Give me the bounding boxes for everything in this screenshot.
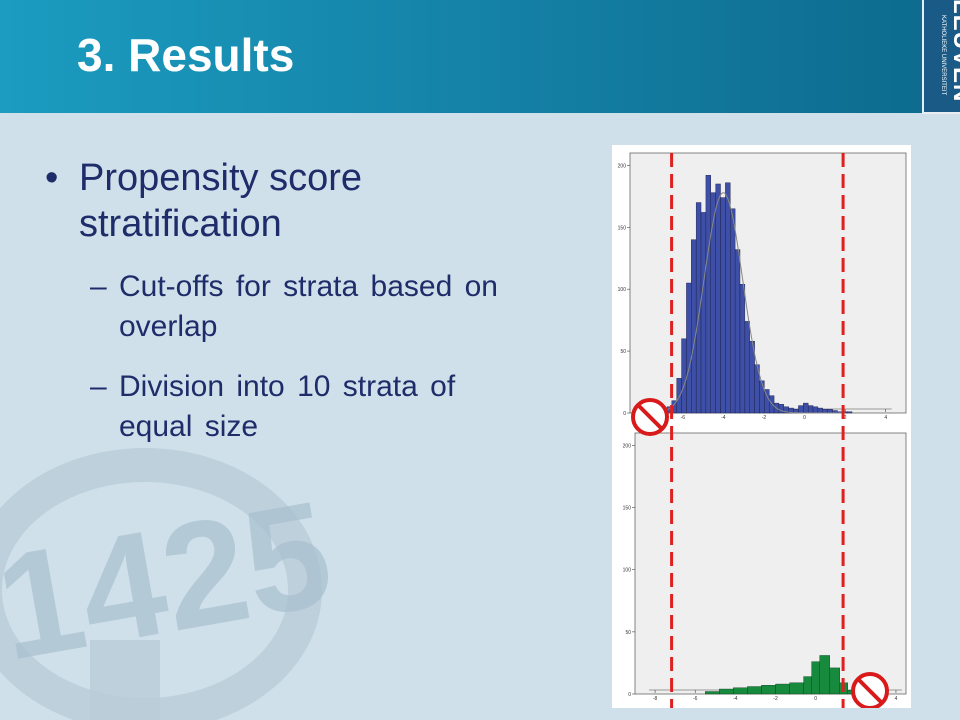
y-tick-label: 50 <box>625 630 631 636</box>
sub-bullet-dash: – <box>90 370 107 403</box>
y-tick-label: 100 <box>618 287 627 293</box>
y-tick-label: 200 <box>618 163 627 169</box>
histogram-bar <box>812 406 819 414</box>
x-tick-label: -2 <box>762 415 767 421</box>
histogram-bar <box>747 686 762 695</box>
y-tick-label: 200 <box>623 443 632 449</box>
x-tick-label: 0 <box>814 696 817 702</box>
histogram-bar <box>769 395 775 414</box>
x-tick-label: -8 <box>653 696 658 702</box>
sub-bullet-cutoffs: – Cut-offs for strata based on overlap <box>45 267 535 347</box>
histogram-bar <box>686 282 692 414</box>
histogram-bar <box>730 208 736 414</box>
x-tick-label: -2 <box>773 696 778 702</box>
slide-header: 3. Results LEUVEN KATHOLIEKE UNIVERSITEI… <box>0 0 960 114</box>
x-tick-label: -6 <box>681 415 686 421</box>
plot-area-2 <box>634 432 907 695</box>
histogram-svg: 050100150200-8-6-4-2024050100150200-8-6-… <box>618 152 907 710</box>
university-logo: LEUVEN KATHOLIEKE UNIVERSITEIT <box>922 0 960 114</box>
x-tick-label: 0 <box>803 415 806 421</box>
histogram-bar <box>807 405 814 414</box>
logo-university-text: KATHOLIEKE UNIVERSITEIT <box>940 15 946 96</box>
bullet-dot: • <box>45 157 59 199</box>
histogram-bar <box>691 239 697 414</box>
sub-bullet-strata: – Division into 10 strata of equal size <box>45 367 535 447</box>
histogram-bar <box>819 655 830 695</box>
histogram-bar <box>775 683 790 695</box>
logo-leuven-text: LEUVEN <box>948 0 960 103</box>
histogram-bar <box>739 284 746 414</box>
histogram-bar <box>846 411 853 414</box>
histogram-bar <box>676 378 682 414</box>
histogram-bar <box>829 667 840 695</box>
x-tick-label: -4 <box>721 415 726 421</box>
histogram-bar <box>733 687 748 695</box>
slide-content: • Propensity score stratification – Cut-… <box>45 155 535 447</box>
x-tick-label: 2 <box>844 415 847 421</box>
slide-title: 3. Results <box>77 29 295 81</box>
histogram-bar <box>761 685 776 695</box>
histogram-bar <box>764 389 770 414</box>
histogram-bar <box>725 182 731 414</box>
x-tick-label: -4 <box>733 696 738 702</box>
histogram-bar <box>700 212 707 414</box>
histogram-bar <box>720 197 726 414</box>
histogram-bar <box>710 192 716 414</box>
y-tick-label: 0 <box>623 411 626 417</box>
histogram-bar <box>681 338 687 414</box>
histogram-bar <box>759 380 765 414</box>
y-tick-label: 50 <box>620 349 626 355</box>
x-tick-label: 4 <box>895 696 898 702</box>
bullet-text: Propensity score stratification <box>79 157 363 245</box>
histogram-bar <box>803 676 812 695</box>
y-tick-label: 150 <box>618 225 627 231</box>
y-tick-label: 0 <box>628 692 631 698</box>
histogram-bar <box>719 688 734 695</box>
no-entry-slash <box>856 677 884 705</box>
x-tick-label: 4 <box>884 415 887 421</box>
bullet-item: • Propensity score stratification <box>45 155 535 247</box>
normal-curve <box>652 192 846 414</box>
histogram-bar <box>705 175 711 414</box>
histogram-bar <box>789 682 804 695</box>
histogram-figure: 050100150200-8-6-4-2024050100150200-8-6-… <box>612 145 911 710</box>
y-tick-label: 100 <box>623 568 632 574</box>
histogram-bar <box>734 249 741 414</box>
y-tick-label: 150 <box>623 506 632 512</box>
no-entry-slash <box>636 403 664 431</box>
histogram-bar <box>715 183 721 414</box>
histogram-bar <box>822 409 828 414</box>
histogram-bar <box>827 409 833 414</box>
sub-bullet-text: Division into 10 strata of equal size <box>119 370 456 443</box>
histogram-bar <box>798 405 804 414</box>
sub-bullet-dash: – <box>90 270 107 303</box>
histogram-bar <box>744 321 750 414</box>
histogram-bar <box>817 407 823 414</box>
histogram-bar <box>803 402 809 414</box>
histogram-bar <box>705 691 720 695</box>
histogram-bar <box>811 661 820 695</box>
x-tick-label: -6 <box>693 696 698 702</box>
sub-bullet-text: Cut-offs for strata based on overlap <box>119 270 498 343</box>
